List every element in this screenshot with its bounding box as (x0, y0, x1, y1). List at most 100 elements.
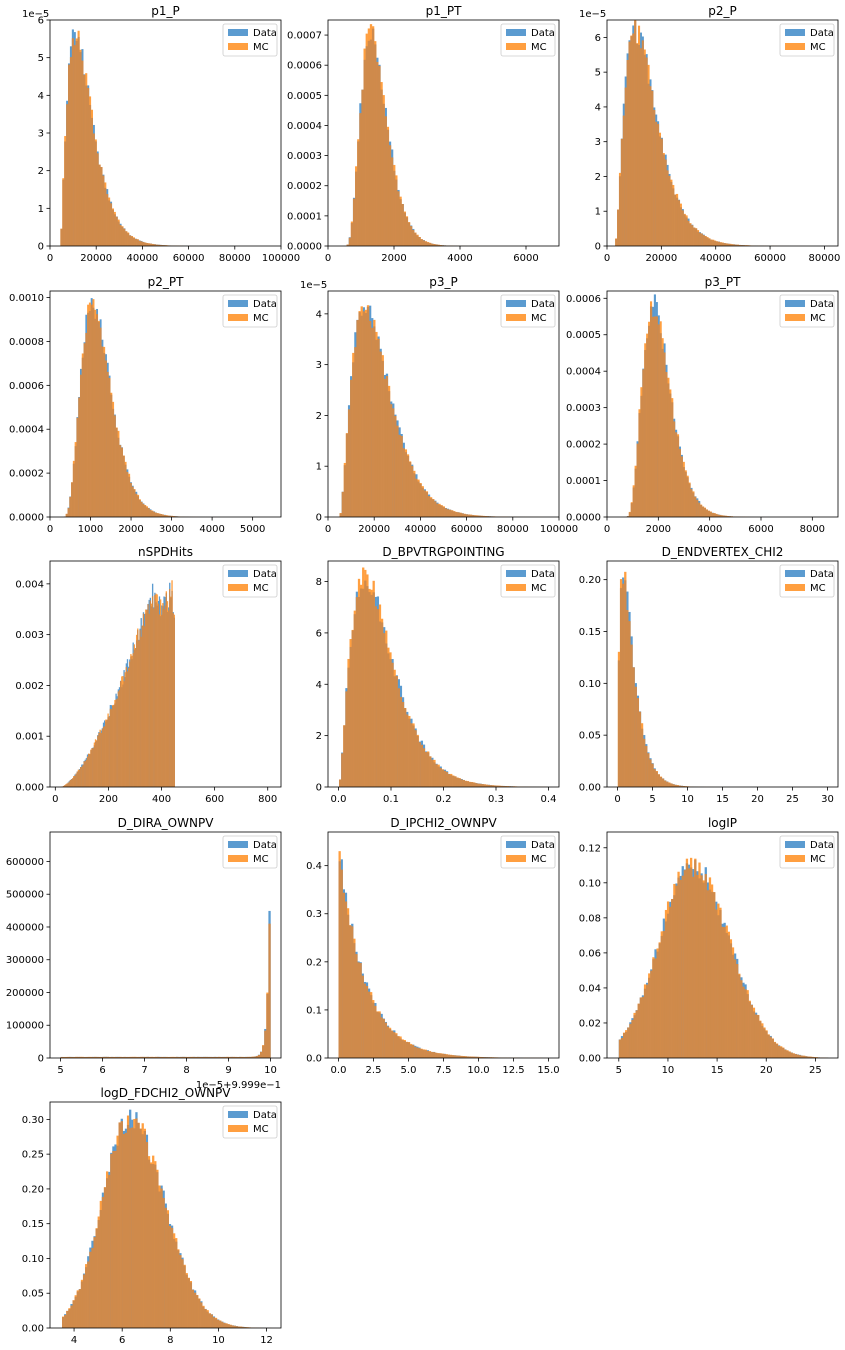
series-overlap-bars (624, 306, 818, 517)
overlap-bar (84, 761, 86, 787)
overlap-bar (366, 586, 369, 787)
overlap-bar (666, 170, 669, 246)
overlap-bar (338, 861, 341, 1058)
overlap-bar (268, 923, 271, 1058)
overlap-bar (695, 228, 698, 246)
overlap-bar (468, 782, 472, 787)
overlap-bar (403, 708, 407, 787)
legend: Data MC (500, 23, 556, 57)
overlap-bar (124, 677, 126, 787)
overlap-bar (698, 878, 701, 1058)
overlap-bar (782, 1047, 785, 1058)
overlap-bar (151, 244, 154, 246)
overlap-bar (684, 471, 687, 517)
x-tick-label: 4000 (447, 253, 472, 264)
overlap-bar (159, 616, 162, 787)
overlap-bar (731, 954, 735, 1058)
overlap-bar (761, 1025, 764, 1058)
overlap-bar (466, 781, 470, 787)
overlap-bar (422, 748, 426, 787)
overlap-bar (710, 239, 713, 246)
overlap-bar (139, 630, 141, 787)
overlap-bar (410, 723, 413, 787)
axes-frame (606, 19, 839, 247)
overlap-bar (711, 512, 714, 517)
legend-swatch-mc (506, 314, 526, 321)
overlap-bar (655, 316, 658, 517)
overlap-bar (167, 610, 170, 787)
overlap-bar (74, 775, 76, 787)
legend-swatch-mc (785, 314, 805, 321)
overlap-bar (643, 988, 647, 1058)
overlap-bar (162, 606, 164, 787)
overlap-bar (477, 1056, 480, 1058)
legend-label-data: Data (531, 840, 555, 851)
overlap-bar (615, 238, 618, 246)
overlap-bar (121, 447, 123, 517)
overlap-bar (353, 943, 356, 1058)
overlap-bar (151, 510, 154, 517)
overlap-bar (467, 514, 471, 517)
overlap-bar (669, 393, 672, 517)
overlap-bar (641, 996, 645, 1058)
overlap-bar (152, 1164, 155, 1328)
overlap-bar (676, 197, 679, 246)
overlap-bar (432, 499, 435, 517)
x-tick-label: 0.4 (541, 794, 557, 805)
overlap-bar (691, 225, 694, 246)
y-tick-label: 0.002 (15, 681, 44, 692)
series-overlap-bars (344, 28, 537, 247)
overlap-bar (459, 512, 462, 517)
overlap-bar (632, 667, 635, 787)
y-tick-label: 6 (38, 16, 44, 27)
overlap-bar (135, 640, 138, 787)
overlap-bar (462, 1056, 465, 1058)
legend-label-data: Data (810, 569, 834, 580)
overlap-bar (172, 516, 175, 517)
overlap-bar (640, 728, 644, 787)
overlap-bar (702, 235, 705, 246)
overlap-bar (617, 660, 621, 787)
overlap-bar (103, 353, 106, 517)
overlap-bar (355, 954, 358, 1058)
overlap-bar (386, 1026, 390, 1058)
overlap-bar (149, 1163, 153, 1328)
overlap-bar (360, 315, 363, 517)
overlap-bar (698, 502, 701, 517)
overlap-bar (632, 487, 635, 517)
overlap-bar (169, 515, 172, 517)
overlap-bar (140, 241, 143, 246)
legend-label-mc: MC (253, 854, 269, 865)
overlap-bar (445, 772, 449, 787)
overlap-bar (369, 39, 373, 247)
overlap-bar (407, 222, 411, 246)
overlap-bar (487, 784, 491, 787)
overlap-bar (483, 1057, 486, 1058)
subplot-title: p2_P (708, 4, 737, 18)
overlap-bar (422, 240, 425, 246)
y-tick-label: 0.2 (306, 957, 322, 968)
overlap-bar (65, 784, 67, 787)
overlap-bar (68, 1056, 72, 1058)
overlap-bar (769, 1036, 772, 1058)
overlap-bar (137, 496, 140, 517)
y-tick-label: 0.0003 (287, 151, 322, 162)
x-tick-label: 12.5 (502, 1065, 524, 1076)
overlap-bar (397, 191, 400, 246)
overlap-bar (452, 775, 455, 787)
overlap-bar (740, 245, 743, 246)
overlap-bar (122, 455, 125, 517)
overlap-bar (401, 1040, 404, 1058)
overlap-bar (89, 1056, 93, 1058)
y-tick-label: 5 (38, 53, 44, 64)
overlap-bar (675, 432, 678, 517)
overlap-bar (715, 909, 718, 1058)
overlap-bar (409, 1044, 413, 1058)
overlap-bar (71, 482, 74, 517)
legend-swatch-data (785, 300, 805, 307)
overlap-bar (715, 514, 718, 517)
overlap-bar (676, 436, 680, 517)
overlap-bar (62, 179, 65, 246)
overlap-bar (241, 1056, 244, 1058)
legend-label-data: Data (253, 569, 277, 580)
